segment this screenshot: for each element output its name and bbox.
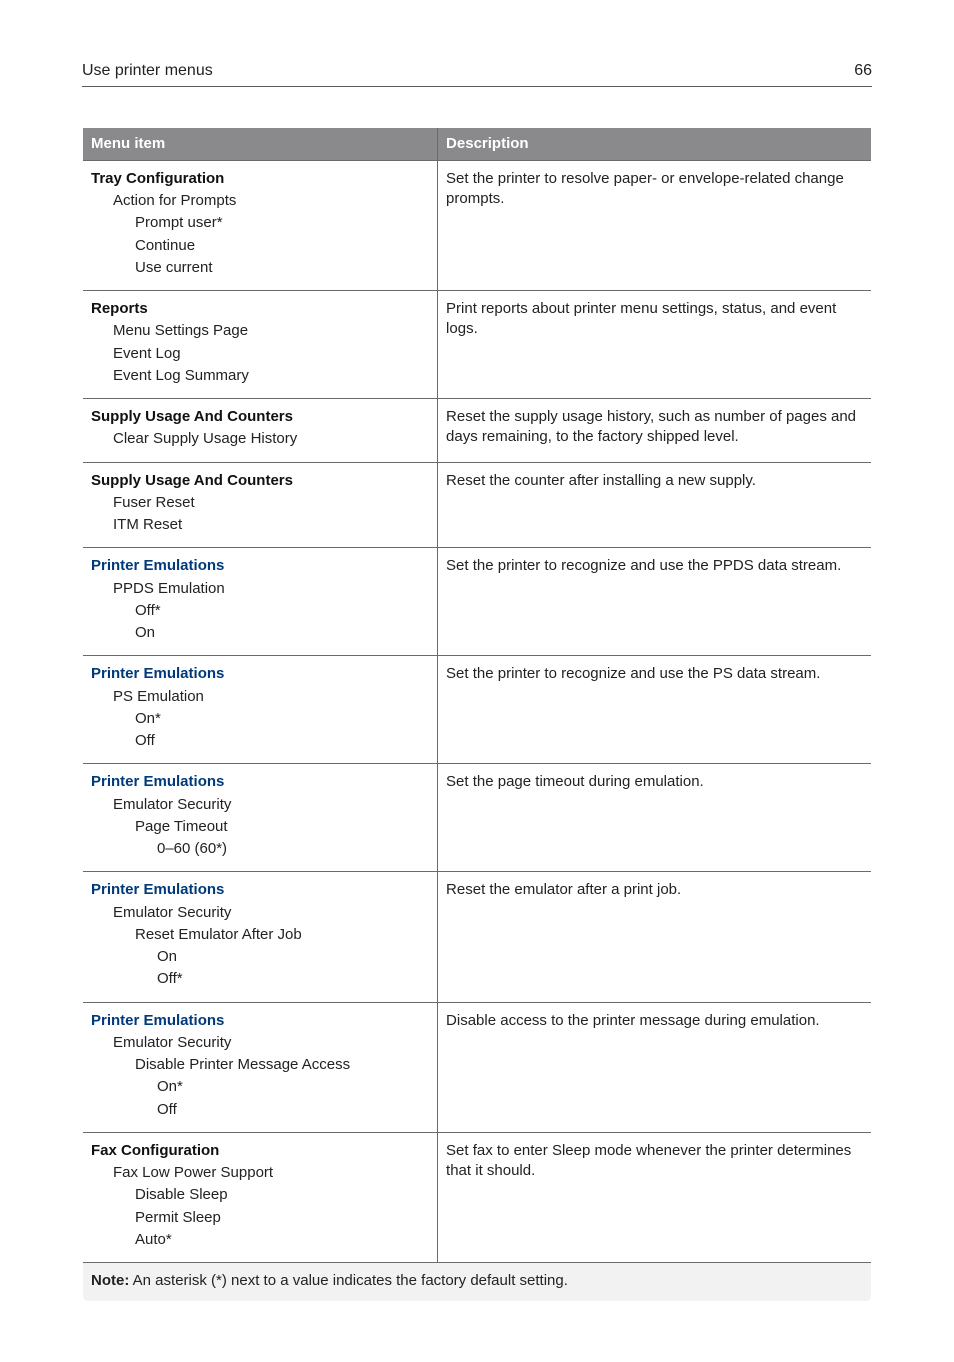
menu-item-option: Emulator Security <box>113 903 429 923</box>
menu-item-title: Printer Emulations <box>91 880 429 900</box>
description-cell: Set the page timeout during emulation. <box>438 764 872 872</box>
menu-item-cell: Printer Emulations Emulator SecurityReset… <box>83 872 438 1002</box>
menu-item-option: Use current <box>135 258 429 278</box>
menu-item-title: Fax Configuration <box>91 1141 429 1161</box>
menu-item-cell: ReportsMenu Settings Page Event LogEvent … <box>83 291 438 399</box>
description-cell: Set fax to enter Sleep mode whenever the… <box>438 1132 872 1262</box>
menu-item-title: Supply Usage And Counters <box>91 471 429 491</box>
menu-item-option: Clear Supply Usage History <box>113 429 429 449</box>
menu-item-option: Reset Emulator After Job <box>135 925 429 945</box>
menu-item-option: Emulator Security <box>113 1033 429 1053</box>
description-cell: Reset the supply usage history, such as … <box>438 399 872 463</box>
document-page: Use printer menus 66 Menu item Descripti… <box>0 0 954 1362</box>
menu-item-title: Printer Emulations <box>91 1011 429 1031</box>
column-header-description: Description <box>438 127 872 160</box>
menu-item-cell: Printer EmulationsEmulator SecurityDisab… <box>83 1002 438 1132</box>
menu-item-title: Printer Emulations <box>91 664 429 684</box>
menu-item-option: Off <box>157 1100 429 1120</box>
menu-item-option: Continue <box>135 236 429 256</box>
menu-item-option: On* <box>135 709 429 729</box>
table-row: Printer Emulations Emulator SecurityPage … <box>83 764 872 872</box>
menu-item-option: Off* <box>135 601 429 621</box>
menu-item-option: Fax Low Power Support <box>113 1163 429 1183</box>
menu-item-option: Prompt user* <box>135 213 429 233</box>
menu-item-title: Printer Emulations <box>91 772 429 792</box>
menu-item-option: Page Timeout <box>135 817 429 837</box>
menu-table: Menu item Description Tray Configuration… <box>82 127 872 1303</box>
menu-item-cell: Fax ConfigurationFax Low Power SupportDi… <box>83 1132 438 1262</box>
menu-item-option: Off <box>135 731 429 751</box>
menu-item-option: On <box>157 947 429 967</box>
menu-item-cell: Supply Usage And CountersClear Supply Us… <box>83 399 438 463</box>
menu-item-option: On <box>135 623 429 643</box>
menu-item-option: Event Log Summary <box>113 366 429 386</box>
menu-item-option: Disable Printer Message Access <box>135 1055 429 1075</box>
table-row: Printer Emulations PPDS EmulationOff*On Se… <box>83 548 872 656</box>
menu-item-cell: Printer Emulations PS EmulationOn*Off <box>83 656 438 764</box>
menu-item-title: Printer Emulations <box>91 556 429 576</box>
table-row: Supply Usage And CountersFuser ResetITM … <box>83 462 872 548</box>
menu-item-option: PPDS Emulation <box>113 579 429 599</box>
menu-item-option: Action for Prompts <box>113 191 429 211</box>
menu-item-option: Menu Settings Page <box>113 321 429 341</box>
table-row: ReportsMenu Settings Page Event LogEvent … <box>83 291 872 399</box>
menu-item-title: Supply Usage And Counters <box>91 407 429 427</box>
description-cell: Disable access to the printer message du… <box>438 1002 872 1132</box>
table-row: Tray ConfigurationAction for PromptsProm… <box>83 160 872 290</box>
table-header-row: Menu item Description <box>83 127 872 160</box>
page-title: Use printer menus <box>82 60 213 82</box>
menu-item-cell: Tray ConfigurationAction for PromptsProm… <box>83 160 438 290</box>
menu-item-option: Permit Sleep <box>135 1208 429 1228</box>
menu-item-cell: Printer Emulations Emulator SecurityPage … <box>83 764 438 872</box>
page-header: Use printer menus 66 <box>82 60 872 87</box>
table-note-row: Note: An asterisk (*) next to a value in… <box>83 1263 872 1302</box>
table-row: Printer Emulations PS EmulationOn*Off Set … <box>83 656 872 764</box>
table-row: Fax ConfigurationFax Low Power SupportDi… <box>83 1132 872 1262</box>
description-cell: Reset the emulator after a print job. <box>438 872 872 1002</box>
menu-item-title: Reports <box>91 299 429 319</box>
table-row: Printer EmulationsEmulator SecurityDisab… <box>83 1002 872 1132</box>
description-cell: Set the printer to recognize and use the… <box>438 548 872 656</box>
page-number: 66 <box>854 60 872 82</box>
note-text: An asterisk (*) next to a value indicate… <box>129 1272 568 1289</box>
menu-item-title: Tray Configuration <box>91 169 429 189</box>
menu-item-option: Disable Sleep <box>135 1185 429 1205</box>
description-cell: Set the printer to resolve paper- or env… <box>438 160 872 290</box>
menu-item-option: Event Log <box>113 344 429 364</box>
column-header-menu-item: Menu item <box>83 127 438 160</box>
table-row: Supply Usage And CountersClear Supply Us… <box>83 399 872 463</box>
menu-item-option: PS Emulation <box>113 687 429 707</box>
description-cell: Set the printer to recognize and use the… <box>438 656 872 764</box>
menu-item-option: On* <box>157 1077 429 1097</box>
menu-item-option: ITM Reset <box>113 515 429 535</box>
menu-item-option: 0–60 (60*) <box>157 839 429 859</box>
menu-item-cell: Printer Emulations PPDS EmulationOff*On <box>83 548 438 656</box>
description-cell: Print reports about printer menu setting… <box>438 291 872 399</box>
menu-item-option: Fuser Reset <box>113 493 429 513</box>
table-row: Printer EmulationsEmulator SecurityReset… <box>83 872 872 1002</box>
menu-item-option: Auto* <box>135 1230 429 1250</box>
description-cell: Reset the counter after installing a new… <box>438 462 872 548</box>
note-label: Note: <box>91 1272 129 1289</box>
menu-item-option: Emulator Security <box>113 795 429 815</box>
table-note-cell: Note: An asterisk (*) next to a value in… <box>83 1263 872 1302</box>
menu-item-cell: Supply Usage And CountersFuser ResetITM … <box>83 462 438 548</box>
menu-item-option: Off* <box>157 969 429 989</box>
